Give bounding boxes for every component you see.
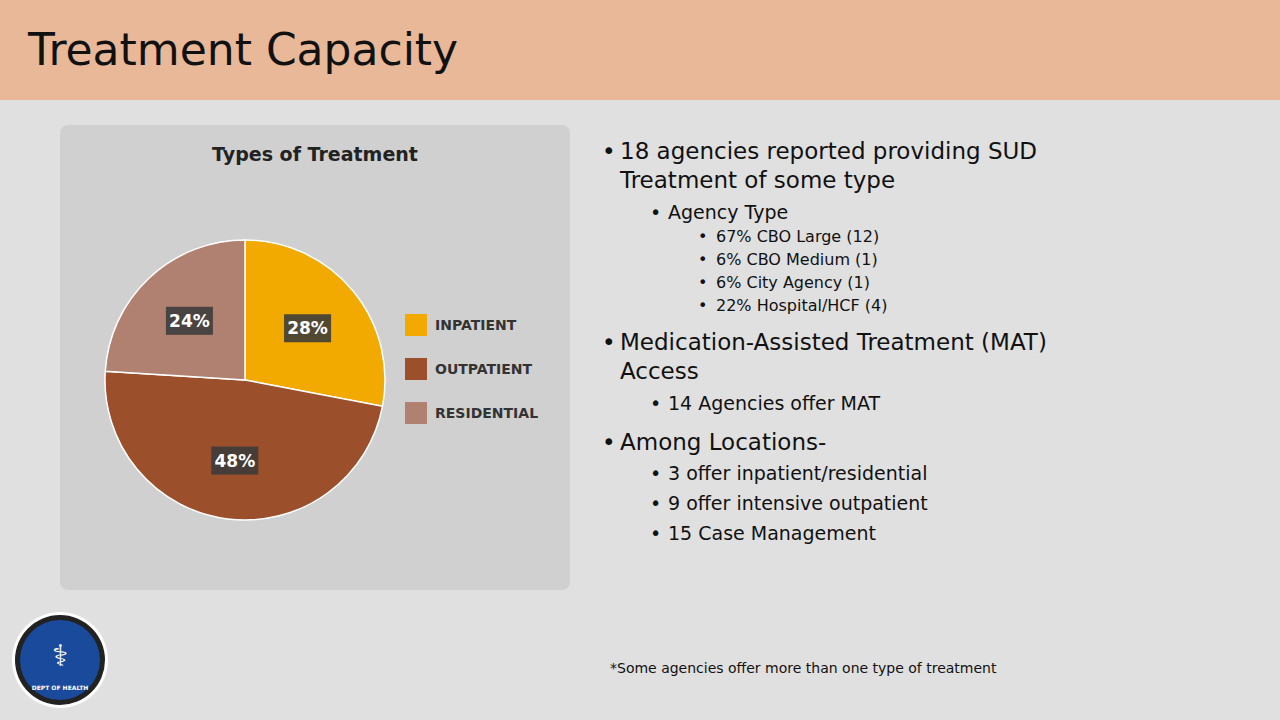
bullet: 22% Hospital/HCF (4) bbox=[716, 296, 1260, 316]
bullet: Among Locations- bbox=[620, 428, 1260, 457]
bullet: Agency Type bbox=[668, 201, 1260, 225]
label-box bbox=[166, 307, 213, 335]
legend: INPATIENT OUTPATIENT RESIDENTIAL bbox=[405, 314, 538, 424]
legend-swatch bbox=[405, 402, 427, 424]
bullet: 9 offer intensive outpatient bbox=[668, 492, 1260, 516]
legend-entry: OUTPATIENT bbox=[435, 361, 533, 377]
bullet: 3 offer inpatient/residential bbox=[668, 462, 1260, 486]
logo: ⚕ DEPT OF HEALTH bbox=[10, 610, 110, 714]
footnote: *Some agencies offer more than one type … bbox=[610, 660, 996, 676]
bullet-list: 18 agencies reported providing SUD Treat… bbox=[590, 125, 1260, 548]
data-label: 28% bbox=[287, 318, 328, 338]
bullet: 15 Case Management bbox=[668, 522, 1260, 546]
logo-graphic: ⚕ DEPT OF HEALTH bbox=[10, 610, 110, 710]
title-bar: Treatment Capacity bbox=[0, 0, 1280, 100]
data-label: 48% bbox=[214, 451, 255, 471]
pie-slice bbox=[245, 240, 385, 406]
label-box bbox=[211, 447, 258, 475]
label-box bbox=[284, 314, 331, 342]
chart: Types of Treatment 28% 48% 24% INPATIENT OUTP… bbox=[60, 125, 570, 590]
bullet: Medication-Assisted Treatment (MAT) Acce… bbox=[620, 328, 1260, 386]
pie-slice bbox=[105, 371, 383, 520]
pie-slice bbox=[105, 240, 245, 380]
logo-ring bbox=[15, 615, 105, 705]
legend-entry: RESIDENTIAL bbox=[435, 405, 538, 421]
slide-title: Treatment Capacity bbox=[28, 24, 458, 75]
logo-center bbox=[20, 620, 100, 700]
logo-ring bbox=[12, 612, 108, 708]
legend-swatch bbox=[405, 314, 427, 336]
pie-labels: 28% 48% 24% bbox=[166, 307, 331, 475]
logo-text: DEPT OF HEALTH bbox=[32, 684, 89, 691]
bullet: 14 Agencies offer MAT bbox=[668, 392, 1260, 416]
logo-symbol: ⚕ bbox=[52, 638, 68, 673]
bullet: 6% CBO Medium (1) bbox=[716, 250, 1260, 270]
bullet: 6% City Agency (1) bbox=[716, 273, 1260, 293]
data-label: 24% bbox=[169, 311, 210, 331]
pie bbox=[105, 240, 385, 520]
legend-entry: INPATIENT bbox=[435, 317, 517, 333]
chart-panel: Types of Treatment 28% 48% 24% INPATIENT OUTP… bbox=[60, 125, 570, 590]
bullet: 18 agencies reported providing SUD Treat… bbox=[620, 137, 1260, 195]
chart-title: Types of Treatment bbox=[212, 143, 418, 165]
bullet: 67% CBO Large (12) bbox=[716, 227, 1260, 247]
legend-swatch bbox=[405, 358, 427, 380]
